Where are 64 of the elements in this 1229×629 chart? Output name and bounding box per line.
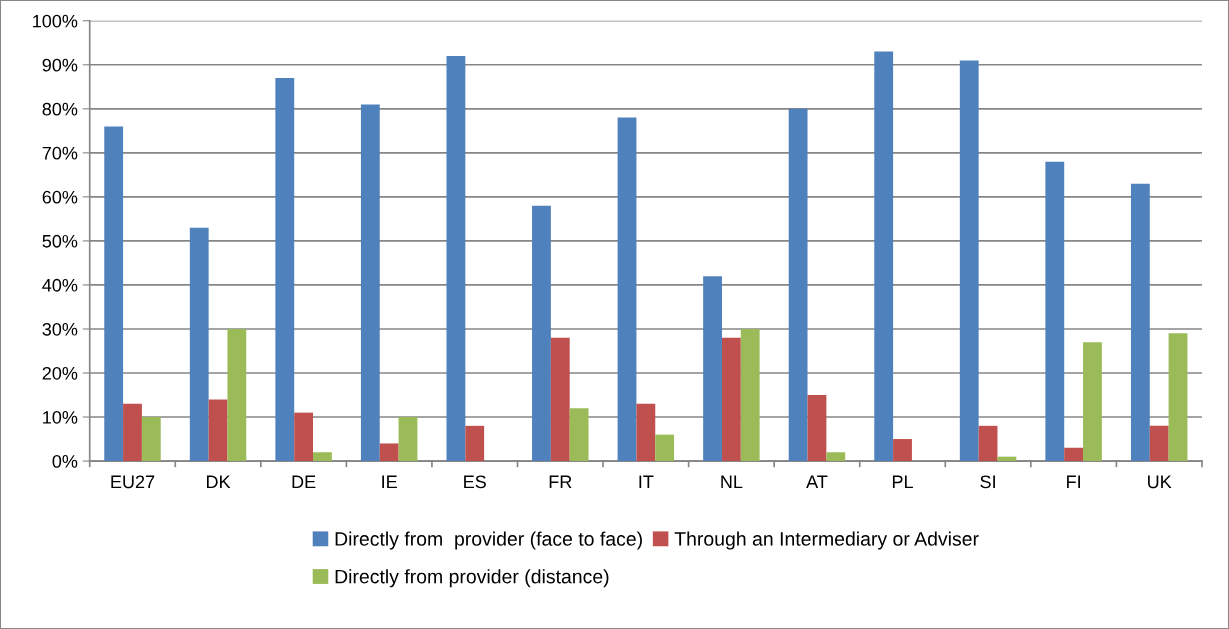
bar — [1168, 333, 1188, 462]
bar — [294, 412, 314, 462]
y-tick-label: 10% — [43, 410, 78, 424]
bar — [1083, 342, 1102, 462]
bar — [398, 417, 418, 462]
y-tick-label: 60% — [42, 190, 78, 204]
bar — [721, 337, 741, 462]
bar — [1045, 161, 1065, 462]
bar — [227, 328, 247, 462]
bar — [208, 399, 228, 462]
y-tick-label: 50% — [42, 234, 78, 248]
bar — [807, 395, 827, 462]
legend-label: Directly from provider (distance) — [335, 569, 609, 588]
x-tick-label: IT — [639, 475, 654, 489]
bar — [550, 337, 570, 462]
bar — [826, 452, 846, 462]
x-tick-label: SI — [980, 475, 995, 489]
bar — [997, 456, 1017, 462]
bar — [532, 205, 551, 462]
legend-label: Through an Intermediary or Adviser — [674, 531, 979, 550]
x-tick-label: UK — [1148, 475, 1172, 489]
y-tick-label: 80% — [42, 102, 78, 116]
bar — [104, 126, 124, 462]
x-tick-label: NL — [721, 475, 743, 489]
bar — [703, 276, 722, 462]
x-tick-label: EU27 — [111, 475, 155, 489]
bar — [874, 51, 894, 462]
bar — [1149, 425, 1169, 462]
x-tick-label: FI — [1067, 475, 1080, 489]
bar — [360, 104, 380, 462]
bar — [1064, 447, 1084, 462]
bar — [740, 328, 760, 462]
y-tick-label: 100% — [33, 14, 78, 28]
bar — [655, 434, 675, 462]
x-tick-label: ES — [464, 475, 486, 489]
bar — [1130, 183, 1150, 462]
x-tick-label: AT — [806, 475, 828, 489]
y-tick-label: 0% — [52, 454, 78, 468]
bar — [788, 108, 808, 462]
bar — [123, 403, 142, 462]
x-tick-label: FR — [549, 475, 572, 489]
bar — [313, 452, 332, 462]
x-tick-label: DK — [206, 475, 231, 489]
y-tick-label: 30% — [42, 322, 78, 336]
y-tick-label: 70% — [42, 146, 78, 160]
y-tick-label: 40% — [42, 278, 78, 292]
bar — [617, 117, 637, 462]
bar — [141, 417, 161, 462]
x-tick-label: IE — [382, 475, 397, 489]
bar — [569, 408, 589, 462]
bar — [379, 443, 399, 462]
legend-label: Directly from provider (face to face) — [335, 531, 642, 550]
bar — [189, 227, 209, 462]
bar — [446, 55, 466, 462]
bar — [978, 425, 998, 462]
bar — [465, 425, 485, 462]
bar — [636, 403, 656, 462]
x-tick-label: DE — [292, 475, 316, 489]
bar — [959, 60, 979, 462]
bar — [893, 439, 912, 462]
y-tick-label: 20% — [42, 366, 78, 380]
y-tick-label: 90% — [42, 58, 78, 72]
bar — [275, 78, 295, 462]
x-tick-label: PL — [892, 475, 913, 489]
